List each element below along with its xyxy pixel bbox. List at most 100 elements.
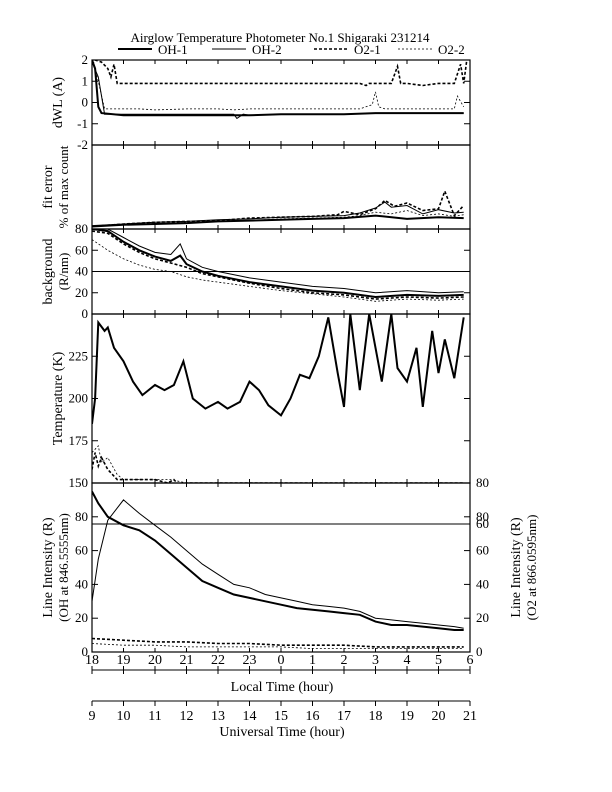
universal-time-tick-label: 20: [432, 709, 446, 724]
time-axes: Local Time (hour) Universal Time (hour) …: [85, 653, 477, 740]
chart-title: Airglow Temperature Photometer No.1 Shig…: [131, 30, 431, 45]
series-group: [92, 60, 468, 120]
y-tick-label: 2: [82, 52, 89, 67]
y-tick-label-right: 60: [476, 543, 489, 558]
y-tick-label: 175: [69, 433, 89, 448]
panel-2: fit error% of max count: [41, 144, 471, 230]
y-axis-label-secondary: (R/nm): [56, 253, 71, 291]
panel-frame: [91, 59, 471, 146]
y-tick-label: 80: [75, 221, 88, 236]
y-tick-label: 200: [69, 391, 89, 406]
local-time-tick-label: 1: [309, 653, 316, 668]
local-time-tick-label: 21: [180, 653, 194, 668]
y-axis-label: Line Intensity (R): [41, 517, 56, 618]
local-time-tick-label: 3: [372, 653, 379, 668]
series-group: [92, 229, 464, 302]
universal-time-tick-label: 14: [243, 709, 257, 724]
universal-time-tick-label: 15: [274, 709, 288, 724]
series-oh-1-line: [92, 314, 465, 425]
panel-frame: [91, 482, 471, 653]
y-axis-label-secondary: (OH at 846.5555nm): [56, 513, 71, 622]
series-o2-2-line: [92, 239, 464, 302]
local-time-tick-label: 6: [467, 653, 474, 668]
panel-1: -2 -1 0 1 2 dWL (A): [51, 52, 471, 152]
y-axis-label: Temperature (K): [51, 351, 66, 445]
y-tick-label: 1: [82, 73, 89, 88]
local-time-tick-label: 23: [243, 653, 257, 668]
universal-time-tick-label: 16: [306, 709, 320, 724]
legend-label-oh-2: OH-2: [252, 42, 282, 57]
universal-time-tick-label: 19: [400, 709, 414, 724]
series-oh-1-line: [92, 229, 464, 299]
y-tick-label: 150: [69, 475, 89, 490]
legend-label-o2-1: O2-1: [354, 42, 381, 57]
series-o2-1-line: [92, 230, 464, 300]
universal-time-tick-label: 9: [89, 709, 96, 724]
local-time-tick-label: 0: [278, 653, 285, 668]
series-o2-2-line: [92, 444, 464, 483]
series-o2-2-line: [92, 210, 464, 227]
local-time-tick-label: 18: [85, 653, 99, 668]
y-tick-label: 40: [75, 576, 88, 591]
series-o2-1-line: [92, 188, 465, 228]
series-o2-2-line: [92, 643, 464, 649]
y-tick-label-right: 40: [476, 576, 489, 591]
local-time-tick-label: 2: [341, 653, 348, 668]
series-group: [92, 491, 464, 649]
y-tick-label: -2: [77, 137, 88, 152]
y-tick-label: 80: [75, 509, 88, 524]
y-axis-label-right-secondary: (O2 at 866.0595nm): [524, 515, 539, 621]
y-axis-label-right: Line Intensity (R): [509, 517, 524, 618]
y-axis-label: background: [41, 238, 56, 304]
panels: -2 -1 0 1 2 dWL (A) fit error% of max count 0 20…: [41, 52, 539, 659]
y-tick-label-right: 0: [476, 644, 483, 659]
local-time-tick-label: 20: [148, 653, 162, 668]
legend-label-oh-1: OH-1: [158, 42, 188, 57]
y-tick-label: 0: [82, 306, 89, 321]
y-tick-label-right: 80: [476, 509, 489, 524]
series-o2-1-line: [92, 637, 464, 648]
y-tick-label: -1: [77, 116, 88, 131]
universal-time-tick-label: 18: [369, 709, 383, 724]
o2-temperature-tick-label: 80: [476, 475, 489, 490]
y-tick-label: 225: [69, 348, 89, 363]
series-oh-1-line: [92, 60, 464, 117]
local-time-tick-label: 5: [435, 653, 442, 668]
y-axis-label-secondary: % of max count: [56, 145, 71, 228]
local-time-tick-label: 19: [117, 653, 131, 668]
series-group: [92, 314, 465, 483]
universal-time-tick-label: 21: [463, 709, 477, 724]
panel-frame: [91, 144, 471, 230]
x-axis-label-universal: Universal Time (hour): [219, 725, 345, 740]
y-tick-label: 40: [75, 264, 88, 279]
y-tick-label: 20: [75, 610, 88, 625]
x-axis-label-local: Local Time (hour): [231, 680, 334, 695]
universal-time-tick-label: 11: [148, 709, 161, 724]
legend-label-o2-2: O2-2: [438, 42, 465, 57]
legend: OH-1 OH-2 O2-1 O2-2: [118, 42, 465, 57]
y-tick-label-right: 20: [476, 610, 489, 625]
panel-frame: [91, 313, 471, 484]
y-tick-label: 60: [75, 242, 88, 257]
universal-time-tick-label: 12: [180, 709, 194, 724]
series-oh-2-line: [92, 201, 464, 227]
local-time-tick-label: 4: [404, 653, 411, 668]
series-oh-2-line: [92, 499, 464, 629]
series-oh-2-line: [92, 61, 464, 120]
y-tick-label: 60: [75, 543, 88, 558]
series-o2-1-line: [92, 452, 464, 483]
panel-3: 0 20 40 60 80 background (R/nm): [41, 221, 471, 321]
universal-time-tick-label: 17: [337, 709, 351, 724]
o2-temperature-tick-label: 60: [476, 516, 489, 531]
y-tick-label: 0: [82, 644, 89, 659]
series-oh-1-line: [92, 491, 464, 631]
universal-time-tick-label: 13: [211, 709, 225, 724]
series-o2-1-line: [92, 60, 468, 87]
series-oh-2-line: [92, 229, 464, 294]
series-group: [92, 188, 465, 228]
y-tick-label: 0: [82, 95, 89, 110]
local-time-tick-label: 22: [211, 653, 225, 668]
